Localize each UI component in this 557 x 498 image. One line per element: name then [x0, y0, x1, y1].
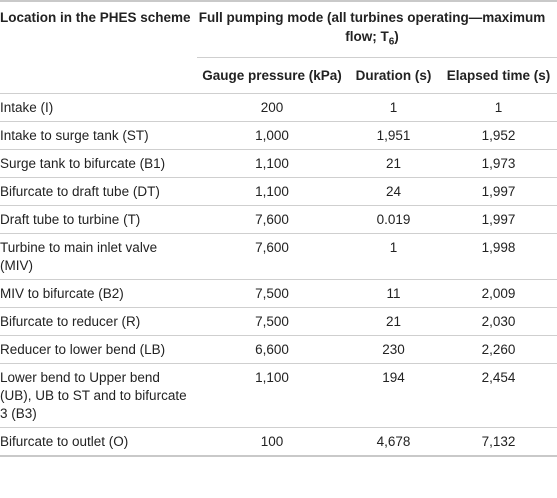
duration-cell: 21: [347, 149, 440, 178]
duration-cell: 1,951: [347, 121, 440, 150]
mode-header-subscript: 6: [388, 36, 395, 48]
table-row: Turbine to main inlet valve (MIV) 7,600 …: [0, 233, 557, 280]
location-cell: Lower bend to Upper bend (UB), UB to ST …: [0, 363, 197, 428]
duration-cell: 0.019: [347, 205, 440, 234]
gauge-cell: 1,100: [197, 149, 347, 178]
elapsed-cell: 7,132: [440, 427, 557, 457]
mode-header-label: Full pumping mode (all turbines operatin…: [198, 10, 546, 44]
duration-cell: 1: [347, 93, 440, 122]
duration-header: Duration (s): [347, 57, 440, 94]
gauge-pressure-header: Gauge pressure (kPa): [197, 57, 347, 94]
table-subheader-row: Gauge pressure (kPa) Duration (s) Elapse…: [0, 57, 557, 94]
gauge-cell: 1,100: [197, 363, 347, 428]
table-row: Bifurcate to draft tube (DT) 1,100 24 1,…: [0, 177, 557, 206]
table-row: MIV to bifurcate (B2) 7,500 11 2,009: [0, 279, 557, 308]
duration-cell: 4,678: [347, 427, 440, 457]
elapsed-cell: 2,009: [440, 279, 557, 308]
elapsed-cell: 1,998: [440, 233, 557, 280]
location-cell: MIV to bifurcate (B2): [0, 279, 197, 308]
gauge-cell: 200: [197, 93, 347, 122]
duration-cell: 194: [347, 363, 440, 428]
table-row: Bifurcate to outlet (O) 100 4,678 7,132: [0, 427, 557, 457]
elapsed-cell: 2,260: [440, 335, 557, 364]
location-cell: Turbine to main inlet valve (MIV): [0, 233, 197, 280]
table-row: Surge tank to bifurcate (B1) 1,100 21 1,…: [0, 149, 557, 178]
table-row: Draft tube to turbine (T) 7,600 0.019 1,…: [0, 205, 557, 234]
elapsed-cell: 1: [440, 93, 557, 122]
duration-cell: 21: [347, 307, 440, 336]
gauge-cell: 7,500: [197, 307, 347, 336]
location-cell: Bifurcate to outlet (O): [0, 427, 197, 457]
mode-header: Full pumping mode (all turbines operatin…: [197, 0, 557, 58]
elapsed-cell: 1,997: [440, 205, 557, 234]
table-row: Lower bend to Upper bend (UB), UB to ST …: [0, 363, 557, 428]
pumping-mode-table: Location in the PHES scheme Full pumping…: [0, 0, 557, 457]
location-cell: Intake (I): [0, 93, 197, 122]
duration-cell: 24: [347, 177, 440, 206]
gauge-cell: 7,600: [197, 233, 347, 280]
elapsed-cell: 2,454: [440, 363, 557, 428]
location-header: Location in the PHES scheme: [0, 0, 197, 94]
table-row: Reducer to lower bend (LB) 6,600 230 2,2…: [0, 335, 557, 364]
gauge-cell: 7,500: [197, 279, 347, 308]
location-cell: Bifurcate to draft tube (DT): [0, 177, 197, 206]
table-header-row: Location in the PHES scheme Full pumping…: [0, 0, 557, 94]
table-row: Intake to surge tank (ST) 1,000 1,951 1,…: [0, 121, 557, 150]
elapsed-cell: 1,952: [440, 121, 557, 150]
elapsed-time-header: Elapsed time (s): [440, 57, 557, 94]
table-row: Intake (I) 200 1 1: [0, 93, 557, 122]
gauge-cell: 1,000: [197, 121, 347, 150]
gauge-cell: 6,600: [197, 335, 347, 364]
table-row: Bifurcate to reducer (R) 7,500 21 2,030: [0, 307, 557, 336]
gauge-cell: 1,100: [197, 177, 347, 206]
elapsed-cell: 1,973: [440, 149, 557, 178]
duration-cell: 1: [347, 233, 440, 280]
location-cell: Surge tank to bifurcate (B1): [0, 149, 197, 178]
duration-cell: 230: [347, 335, 440, 364]
elapsed-cell: 2,030: [440, 307, 557, 336]
location-cell: Bifurcate to reducer (R): [0, 307, 197, 336]
mode-header-close: ): [394, 29, 399, 44]
duration-cell: 11: [347, 279, 440, 308]
gauge-cell: 7,600: [197, 205, 347, 234]
gauge-cell: 100: [197, 427, 347, 457]
location-header-label: Location in the PHES scheme: [0, 10, 191, 25]
location-cell: Draft tube to turbine (T): [0, 205, 197, 234]
location-cell: Reducer to lower bend (LB): [0, 335, 197, 364]
location-cell: Intake to surge tank (ST): [0, 121, 197, 150]
elapsed-cell: 1,997: [440, 177, 557, 206]
